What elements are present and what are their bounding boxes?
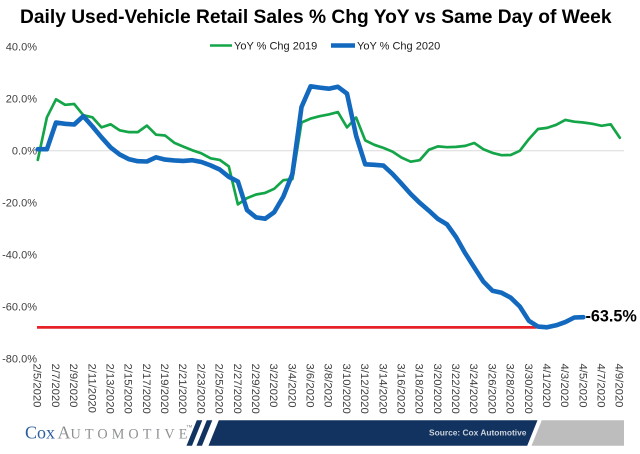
svg-text:4/7/2020: 4/7/2020	[595, 364, 607, 408]
svg-text:40.0%: 40.0%	[6, 42, 37, 54]
svg-text:3/26/2020: 3/26/2020	[485, 364, 497, 414]
svg-text:3/6/2020: 3/6/2020	[304, 364, 316, 408]
svg-text:4/9/2020: 4/9/2020	[613, 364, 625, 408]
svg-text:3/22/2020: 3/22/2020	[449, 364, 461, 414]
svg-text:3/12/2020: 3/12/2020	[358, 364, 370, 414]
svg-text:YoY % Chg 2020: YoY % Chg 2020	[357, 41, 440, 53]
svg-text:2/19/2020: 2/19/2020	[158, 364, 170, 414]
svg-text:3/4/2020: 3/4/2020	[285, 364, 297, 408]
svg-text:2/7/2020: 2/7/2020	[49, 364, 61, 408]
svg-text:2/29/2020: 2/29/2020	[249, 364, 261, 414]
svg-text:3/14/2020: 3/14/2020	[376, 364, 388, 414]
svg-text:2/11/2020: 2/11/2020	[85, 364, 97, 413]
svg-text:4/3/2020: 4/3/2020	[558, 364, 570, 408]
svg-text:3/10/2020: 3/10/2020	[340, 364, 352, 414]
svg-text:2/15/2020: 2/15/2020	[122, 364, 134, 414]
svg-text:0.0%: 0.0%	[12, 146, 37, 158]
svg-text:3/30/2020: 3/30/2020	[522, 364, 534, 414]
svg-text:-20.0%: -20.0%	[2, 198, 37, 210]
svg-text:3/24/2020: 3/24/2020	[467, 364, 479, 414]
svg-text:Daily Used-Vehicle Retail Sale: Daily Used-Vehicle Retail Sales % Chg Yo…	[20, 7, 612, 28]
svg-text:2/25/2020: 2/25/2020	[213, 364, 225, 414]
svg-text:2/13/2020: 2/13/2020	[104, 364, 116, 414]
svg-text:2/23/2020: 2/23/2020	[194, 364, 206, 414]
svg-text:2/17/2020: 2/17/2020	[140, 364, 152, 414]
svg-text:-60.0%: -60.0%	[2, 302, 37, 314]
svg-text:YoY % Chg 2019: YoY % Chg 2019	[234, 41, 317, 53]
svg-text:3/18/2020: 3/18/2020	[413, 364, 425, 414]
svg-text:2/9/2020: 2/9/2020	[67, 364, 79, 408]
svg-text:AUTOMOTIVE: AUTOMOTIVE	[58, 423, 192, 443]
svg-text:3/16/2020: 3/16/2020	[395, 364, 407, 414]
svg-text:Cox: Cox	[25, 423, 55, 443]
svg-text:Source: Cox Automotive: Source: Cox Automotive	[429, 428, 527, 438]
svg-text:3/28/2020: 3/28/2020	[504, 364, 516, 414]
svg-text:2/21/2020: 2/21/2020	[176, 364, 188, 414]
svg-text:2/5/2020: 2/5/2020	[31, 364, 43, 408]
svg-text:-40.0%: -40.0%	[2, 250, 37, 262]
svg-text:4/5/2020: 4/5/2020	[576, 364, 588, 408]
svg-text:4/1/2020: 4/1/2020	[540, 364, 552, 408]
svg-text:3/2/2020: 3/2/2020	[267, 364, 279, 408]
svg-text:-63.5%: -63.5%	[586, 308, 637, 326]
svg-text:-80.0%: -80.0%	[2, 354, 37, 366]
svg-text:2/27/2020: 2/27/2020	[231, 364, 243, 414]
svg-text:3/20/2020: 3/20/2020	[431, 364, 443, 414]
svg-text:3/8/2020: 3/8/2020	[322, 364, 334, 408]
svg-text:20.0%: 20.0%	[6, 94, 37, 106]
svg-text:™: ™	[186, 425, 193, 432]
